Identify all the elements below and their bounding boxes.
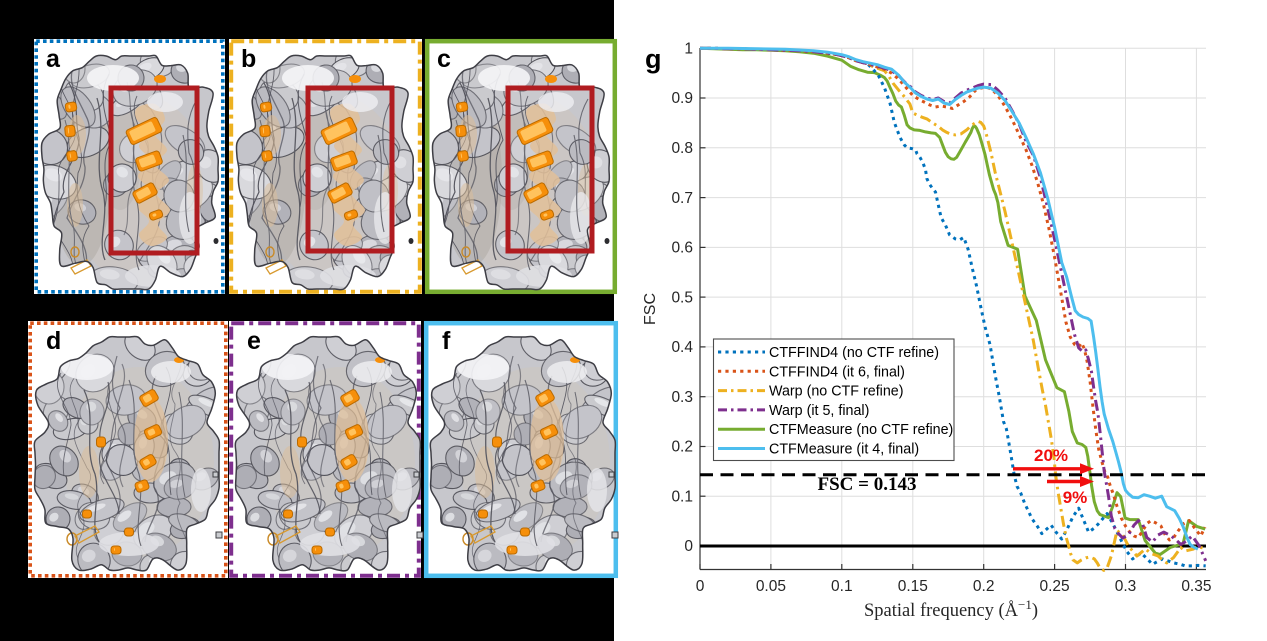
svg-text:e: e: [247, 327, 261, 355]
svg-text:0.2: 0.2: [671, 439, 693, 456]
svg-text:CTFFIND4 (it 6, final): CTFFIND4 (it 6, final): [769, 364, 905, 380]
svg-text:1: 1: [684, 41, 693, 58]
svg-text:CTFMeasure (it 4, final): CTFMeasure (it 4, final): [769, 442, 919, 458]
svg-text:Spatial frequency (Å−1): Spatial frequency (Å−1): [864, 597, 1038, 622]
svg-text:0.4: 0.4: [671, 339, 693, 356]
svg-text:b: b: [241, 45, 256, 73]
svg-text:0.5: 0.5: [671, 289, 693, 306]
svg-text:CTFFIND4 (no CTF refine): CTFFIND4 (no CTF refine): [769, 345, 939, 361]
svg-text:CTFMeasure (no CTF refine): CTFMeasure (no CTF refine): [769, 422, 953, 438]
svg-text:a: a: [46, 45, 61, 73]
svg-text:0.05: 0.05: [756, 578, 786, 595]
svg-text:0.1: 0.1: [831, 578, 853, 595]
svg-text:0.9: 0.9: [671, 90, 693, 107]
svg-text:Warp (it 5, final): Warp (it 5, final): [769, 403, 869, 419]
svg-text:0: 0: [684, 538, 693, 555]
svg-text:9%: 9%: [1063, 488, 1088, 507]
svg-text:0.1: 0.1: [671, 488, 693, 505]
svg-text:Warp (no CTF refine): Warp (no CTF refine): [769, 384, 904, 400]
svg-text:d: d: [46, 327, 61, 355]
svg-text:0: 0: [696, 578, 705, 595]
svg-text:0.3: 0.3: [1115, 578, 1137, 595]
svg-text:c: c: [437, 45, 451, 73]
svg-text:0.25: 0.25: [1040, 578, 1070, 595]
svg-text:0.8: 0.8: [671, 140, 693, 157]
svg-text:f: f: [442, 327, 451, 355]
svg-text:g: g: [645, 44, 662, 74]
svg-text:20%: 20%: [1034, 446, 1068, 465]
svg-text:0.15: 0.15: [898, 578, 928, 595]
svg-text:0.3: 0.3: [671, 389, 693, 406]
svg-text:FSC = 0.143: FSC = 0.143: [818, 474, 917, 495]
svg-text:0.7: 0.7: [671, 190, 693, 207]
svg-text:FSC: FSC: [642, 293, 659, 325]
svg-text:0.6: 0.6: [671, 240, 693, 257]
svg-text:0.35: 0.35: [1181, 578, 1211, 595]
svg-text:0.2: 0.2: [973, 578, 995, 595]
